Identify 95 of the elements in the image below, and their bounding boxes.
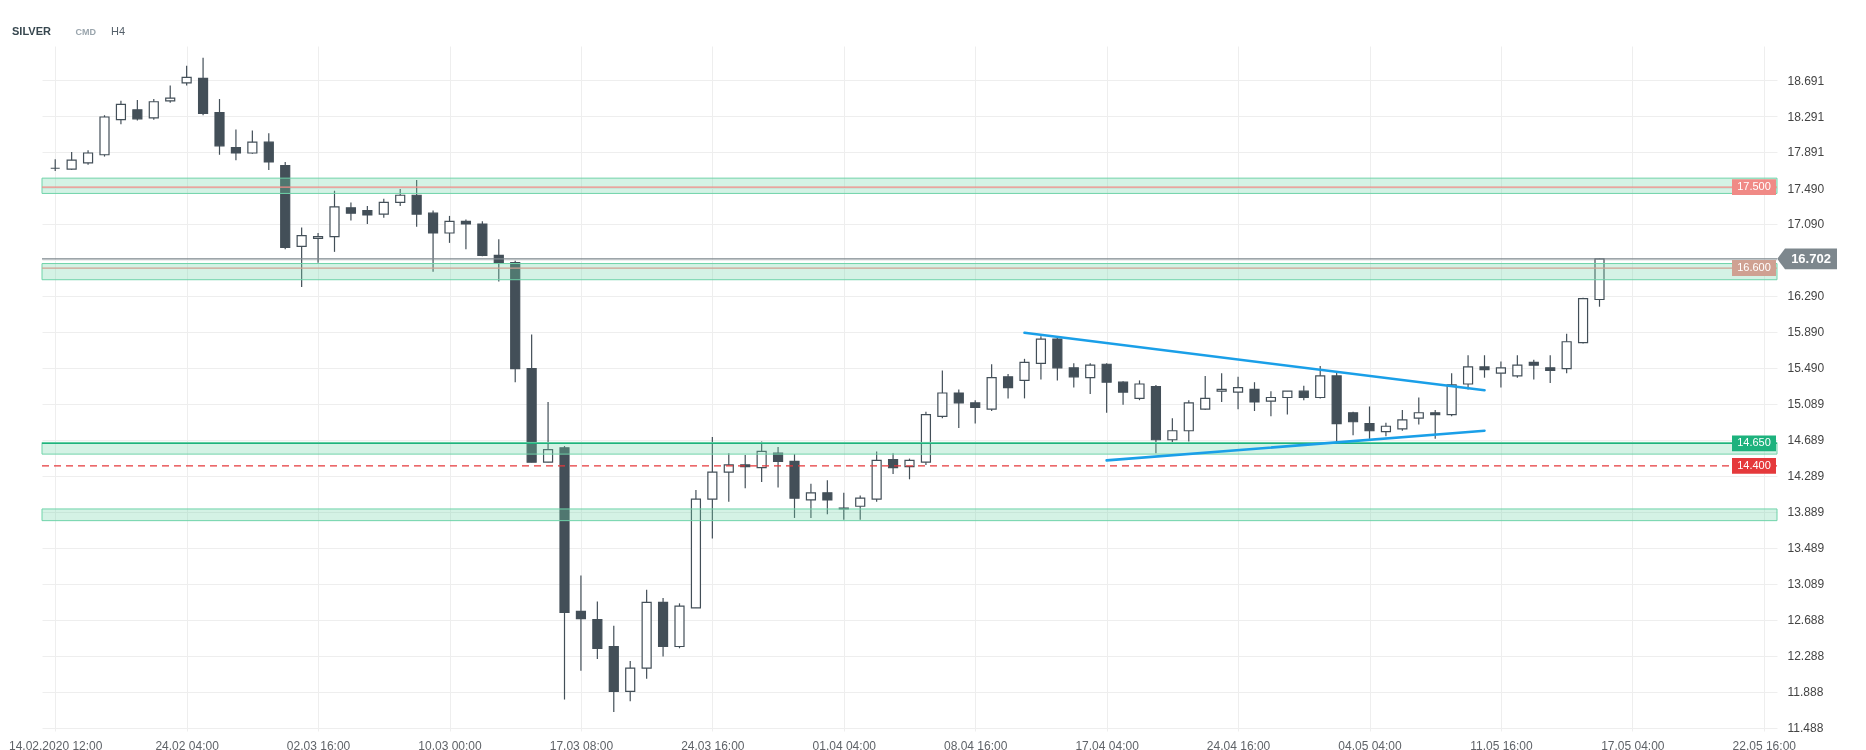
candlestick [542,401,554,463]
ref-line-label: 14.400 [1737,458,1771,471]
candlestick [970,399,981,425]
candlestick [1430,409,1441,440]
y-tick-label: 14.289 [1787,469,1825,484]
candlestick [1315,365,1326,399]
candlestick [855,494,866,521]
y-tick-label: 13.889 [1787,505,1825,520]
candlestick [132,99,143,122]
x-tick-label: 08.04 16:00 [944,738,1008,750]
candlestick [838,492,849,521]
y-tick-label: 12.288 [1787,649,1825,664]
x-tick-label: 02.03 16:00 [286,738,351,750]
y-tick-label: 17.490 [1787,181,1825,196]
ref-line-label: 16.600 [1737,261,1771,274]
candlestick [756,440,767,483]
y-tick-label: 11.488 [1787,721,1824,736]
candlestick [1019,358,1030,399]
candlestick [1216,372,1227,403]
x-tick-label: 01.04 04:00 [812,738,877,750]
x-tick-label: 10.03 00:00 [418,738,483,750]
candlestick [822,479,833,515]
candlestick [411,179,422,228]
candlestick [1512,354,1523,379]
y-tick-label: 11.888 [1787,685,1824,700]
candlestick [115,100,127,125]
candlestick [1462,354,1474,390]
candlestick [1117,380,1129,406]
x-tick-label: 17.05 04:00 [1601,738,1665,750]
y-tick-label: 17.891 [1787,145,1825,160]
candlestick [887,452,899,475]
candlestick [953,388,964,429]
y-tick-label: 13.089 [1787,577,1825,592]
candlestick [723,452,734,503]
candlestick [625,660,636,702]
candlestick [1068,362,1079,389]
candlestick [378,198,389,219]
chart-title: SILVER [12,25,51,37]
candlestick [1002,373,1014,399]
y-tick-label: 12.688 [1787,613,1825,628]
text: H4 [110,25,126,37]
candlestick [1101,362,1112,414]
y-tick-label: 14.689 [1787,433,1825,448]
y-tick-label: 13.489 [1787,541,1825,556]
candlestick [296,226,307,288]
x-tick-label: 14.02.2020 12:00 [9,738,103,750]
candlestick [247,129,258,155]
x-tick-label: 22.05 16:00 [1732,738,1797,750]
candlestick [937,369,948,419]
candlestick [1364,405,1375,440]
x-tick-label: 17.04 04:00 [1075,738,1140,750]
candlestick [312,232,324,264]
candlestick [345,201,357,221]
candlestick [181,65,192,87]
x-tick-label: 24.02 04:00 [155,738,220,750]
candlestick [1528,359,1539,381]
ref-line-label: 14.650 [1737,436,1771,449]
candlestick [230,129,242,161]
candlestick [1249,381,1260,412]
y-tick-label: 18.691 [1787,73,1825,88]
candlestick [575,574,587,672]
candlestick [148,98,159,121]
x-tick-label: 17.03 08:00 [549,738,614,750]
y-tick-label: 15.890 [1787,325,1825,340]
candlestick [460,218,472,250]
candlestick [1167,417,1178,444]
candlestick [1545,354,1556,384]
ref-line-label: 16.702 [1791,250,1831,266]
candlestick [1134,379,1145,401]
candlestick [427,209,439,273]
x-tick-label: 11.05 16:00 [1470,738,1533,750]
candlestick [444,215,455,244]
x-tick-label: 04.05 04:00 [1338,738,1403,750]
y-tick-label: 17.090 [1787,217,1825,232]
candlestick [1282,390,1293,416]
candlestick [263,132,274,171]
x-tick-label: 24.03 16:00 [681,738,745,750]
candlestick [1413,396,1424,426]
y-tick-label: 16.290 [1787,289,1825,304]
candlestick [805,483,817,519]
candlestick [1232,376,1244,410]
x-tick-label: 24.04 16:00 [1206,738,1271,750]
candlestick [1265,390,1277,417]
candlestick [1200,375,1211,411]
candlestick [1495,360,1507,389]
y-tick-label: 15.490 [1787,361,1825,376]
candlestick [772,446,784,488]
candlestick [1397,409,1408,432]
candlestick [1479,354,1490,379]
ref-line-label: 17.500 [1737,180,1771,193]
candlestick [904,458,915,480]
candlestick [1085,362,1096,395]
y-tick-label: 15.089 [1787,397,1825,412]
y-tick-label: 18.291 [1787,109,1825,124]
chart-subtitle: CMD [75,27,97,37]
